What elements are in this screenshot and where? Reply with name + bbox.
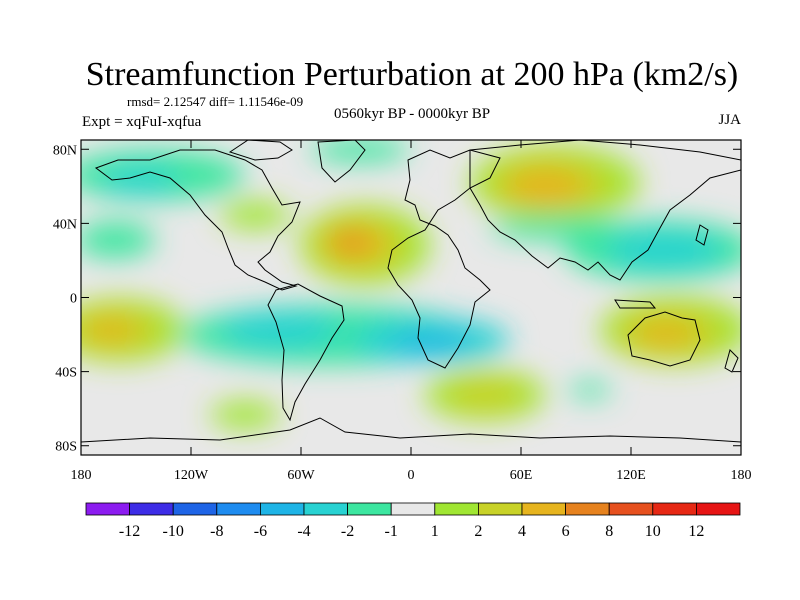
x-tick-label: 120W bbox=[174, 468, 209, 483]
colorbar-swatch bbox=[303, 502, 348, 516]
colorbar-label: -10 bbox=[163, 523, 184, 540]
colorbar-label: 6 bbox=[562, 523, 570, 540]
colorbar-label: -8 bbox=[210, 523, 223, 540]
colorbar-swatch bbox=[434, 502, 479, 516]
colorbar-swatch bbox=[696, 502, 741, 516]
x-tick-label: 60E bbox=[510, 468, 533, 483]
colorbar: -12 -10 -8 -6 -4 -2 -1 1 2 4 6 8 10 12 bbox=[85, 502, 741, 540]
y-axis-ticks: 80N 40N 0 40S 80S bbox=[53, 143, 741, 455]
x-axis-ticks: 180 120W 60W 0 60E 120E 180 bbox=[71, 140, 752, 483]
y-tick-label: 40S bbox=[55, 366, 77, 381]
colorbar-swatch bbox=[652, 502, 697, 516]
colorbar-swatch bbox=[608, 502, 654, 516]
colorbar-label: 8 bbox=[605, 523, 613, 540]
colorbar-swatch bbox=[129, 502, 174, 516]
colorbar-swatch bbox=[216, 502, 261, 516]
colorbar-label: 10 bbox=[645, 523, 661, 540]
colorbar-label: 4 bbox=[518, 523, 526, 540]
colorbar-label: -4 bbox=[297, 523, 310, 540]
x-tick-label: 180 bbox=[71, 468, 92, 483]
colorbar-swatch bbox=[85, 502, 130, 516]
colorbar-label: -1 bbox=[385, 523, 398, 540]
y-tick-label: 80S bbox=[55, 440, 77, 455]
colorbar-swatch bbox=[347, 502, 392, 516]
colorbar-label: -6 bbox=[254, 523, 267, 540]
period-label: 0560kyr BP - 0000kyr BP bbox=[334, 106, 490, 122]
colorbar-swatch bbox=[565, 502, 610, 516]
coastlines bbox=[81, 140, 741, 443]
x-tick-label: 120E bbox=[616, 468, 646, 483]
colorbar-label: 12 bbox=[688, 523, 704, 540]
colorbar-swatch bbox=[259, 502, 305, 516]
stats-text: rmsd= 2.12547 diff= 1.11546e-09 bbox=[127, 94, 303, 109]
colorbar-swatch bbox=[390, 502, 436, 516]
x-tick-label: 180 bbox=[731, 468, 752, 483]
colorbar-label: -2 bbox=[341, 523, 354, 540]
colorbar-swatch bbox=[521, 502, 566, 516]
experiment-label: Expt = xqFuI-xqfua bbox=[82, 114, 202, 130]
y-tick-label: 80N bbox=[53, 143, 77, 158]
y-tick-label: 0 bbox=[70, 292, 77, 307]
x-tick-label: 60W bbox=[287, 468, 315, 483]
season-label: JJA bbox=[718, 112, 741, 128]
map-area bbox=[80, 139, 742, 456]
colorbar-label: 1 bbox=[431, 523, 439, 540]
chart-title: Streamfunction Perturbation at 200 hPa (… bbox=[86, 56, 739, 93]
y-tick-label: 40N bbox=[53, 217, 77, 232]
x-tick-label: 0 bbox=[408, 468, 415, 483]
colorbar-swatch bbox=[477, 502, 523, 516]
colorbar-label: -12 bbox=[119, 523, 140, 540]
colorbar-swatch bbox=[172, 502, 218, 516]
colorbar-label: 2 bbox=[474, 523, 482, 540]
